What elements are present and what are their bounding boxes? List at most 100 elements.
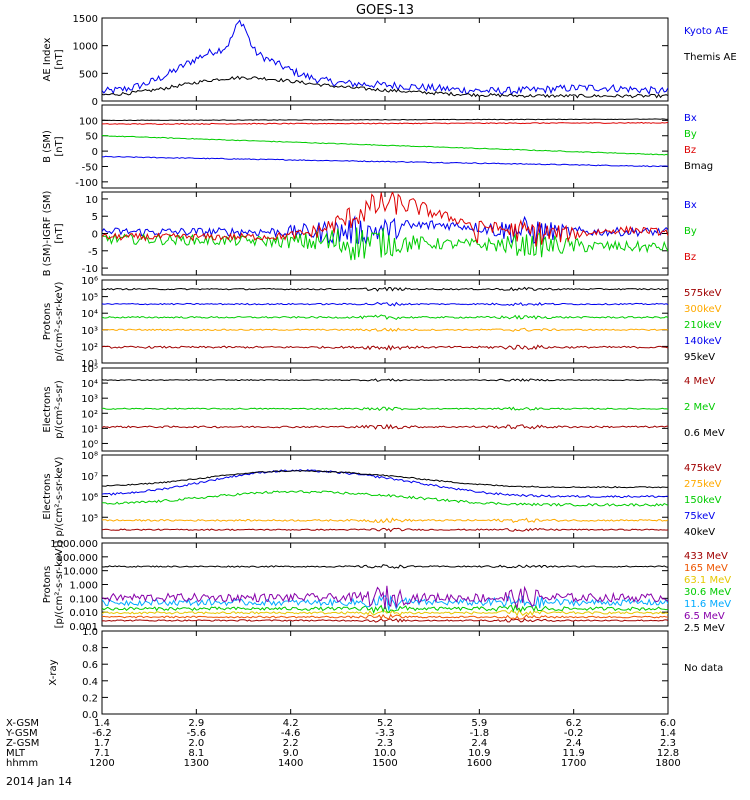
series-line-11.6-mev <box>102 594 668 611</box>
y-axis-label: X-ray <box>48 659 59 685</box>
x-row-value: 10.0 <box>374 748 396 759</box>
y-tick-label: 0.001 <box>69 622 98 633</box>
plot-title: GOES-13 <box>356 3 414 18</box>
x-row-value: 2.4 <box>471 738 487 749</box>
series-line-bx <box>102 215 668 245</box>
y-tick-label: 10⁵ <box>81 293 98 304</box>
legend-entry: 63.1 MeV <box>684 575 731 586</box>
legend-entry: 475keV <box>684 463 722 474</box>
panel-7: 1000.000 100.000 10.000 1.000 0.100 0.010 0.00… <box>42 539 731 634</box>
series-line-275kev <box>102 517 668 524</box>
series-line-bz <box>102 192 668 247</box>
legend-entry: 6.5 MeV <box>684 611 725 622</box>
y-axis-label: B (SM) <box>42 130 53 163</box>
legend-entry: 4 MeV <box>684 376 715 387</box>
y-axis-label: [nT] <box>54 223 65 243</box>
x-row-value: 8.1 <box>188 748 204 759</box>
y-tick-label: 0 <box>92 147 98 158</box>
y-tick-label: 500 <box>79 69 98 80</box>
x-row-value: 6.2 <box>566 718 582 729</box>
y-axis-label: Electrons <box>42 473 53 519</box>
y-tick-label: 10.000 <box>63 567 98 578</box>
series-line-0.6-mev <box>102 378 668 382</box>
legend-entry: 433 MeV <box>684 551 728 562</box>
x-axis-table: X-GSM 1.4 2.9 4.2 5.2 5.9 6.2 6.0 Y-GSM -6.2 -5.6 -… <box>5 718 681 769</box>
x-row-value: 5.2 <box>377 718 393 729</box>
x-row-value: 9.0 <box>283 748 299 759</box>
y-tick-label: 10¹ <box>81 424 98 435</box>
y-tick-label: 100.000 <box>57 553 98 564</box>
legend-entry: Bmag <box>684 161 713 172</box>
y-tick-label: 10³ <box>81 394 98 405</box>
series-line-75kev <box>102 469 668 498</box>
legend-entry: Bx <box>684 200 697 211</box>
legend-entry: 2.5 MeV <box>684 623 725 634</box>
panel-frame <box>101 279 669 364</box>
series-line-165-mev <box>102 613 668 620</box>
y-tick-label: 1000 <box>73 42 98 53</box>
y-tick-label: 10³ <box>81 326 98 337</box>
y-tick-label: 0 <box>92 97 98 108</box>
y-tick-label: 10⁵ <box>81 364 98 375</box>
series-line-475kev <box>102 527 668 533</box>
legend-entry: Themis AE <box>683 52 737 63</box>
x-row-value: 2.3 <box>660 738 676 749</box>
series-line-themis-ae <box>102 75 668 99</box>
y-tick-label: -100 <box>75 178 98 189</box>
x-row-value: 2.4 <box>566 738 582 749</box>
y-tick-label: 10⁶ <box>81 276 98 287</box>
series-line-bx <box>102 155 668 168</box>
x-row-name: X-GSM <box>6 718 39 729</box>
legend-entry: 140keV <box>684 336 722 347</box>
legend-entry: 40keV <box>684 527 715 538</box>
legend-entry: 210keV <box>684 320 722 331</box>
y-axis-label: p/(cm²-s-sr-keV) <box>54 281 65 361</box>
y-tick-label: 0.010 <box>69 608 98 619</box>
x-row-value: 1.4 <box>94 718 110 729</box>
y-axis-label: [p/(cm²-s-sr-keV)] <box>54 541 65 629</box>
x-row-value: 2.0 <box>188 738 204 749</box>
series-line-95kev <box>102 286 668 292</box>
y-tick-label: 10⁷ <box>81 472 98 483</box>
legend-entry: Kyoto AE <box>684 26 728 37</box>
x-row-value: 1800 <box>655 758 680 769</box>
x-row-value: 1.7 <box>94 738 110 749</box>
x-row-name: MLT <box>6 748 26 759</box>
legend-entry: 575keV <box>684 288 722 299</box>
series-line-140kev <box>102 301 668 307</box>
x-row-value: 1400 <box>278 758 303 769</box>
x-row-value: 12.8 <box>657 748 679 759</box>
x-row-value: 1.4 <box>660 728 676 739</box>
series-line-575kev <box>102 344 668 351</box>
x-row-value: 5.9 <box>471 718 487 729</box>
y-axis-label: AE Index <box>42 37 53 81</box>
y-tick-label: 10⁶ <box>81 493 98 504</box>
x-row-value: -1.8 <box>470 728 490 739</box>
y-tick-label: 0.4 <box>82 677 98 688</box>
y-axis-label: Protons <box>42 566 53 603</box>
legend-entry: 165 MeV <box>684 563 728 574</box>
x-row-value: 4.2 <box>283 718 299 729</box>
date-label: 2014 Jan 14 <box>6 775 72 788</box>
series-line-by <box>102 227 668 261</box>
x-row-name: Z-GSM <box>6 738 39 749</box>
panel-4: 10⁶ 10⁵ 10⁴ 10³ 10² 10¹ Protons p/(cm²-s-sr-keV… <box>42 276 722 370</box>
x-row-name: Y-GSM <box>5 728 38 739</box>
x-row-value: 6.0 <box>660 718 676 729</box>
y-tick-label: 0.8 <box>82 644 98 655</box>
y-tick-label: 50 <box>85 132 98 143</box>
legend-entry: 30.6 MeV <box>684 587 731 598</box>
y-axis-label: [nT] <box>54 49 65 69</box>
y-tick-label: 0 <box>92 230 98 241</box>
legend-entry: 95keV <box>684 352 715 363</box>
x-row-value: -6.2 <box>92 728 112 739</box>
series-line-kyoto-ae <box>102 19 668 96</box>
y-axis-label: p/(cm²-s-sr) <box>54 380 65 439</box>
y-tick-label: 10¹ <box>81 359 98 370</box>
x-row-value: 1700 <box>561 758 586 769</box>
y-tick-label: 1.000 <box>69 581 98 592</box>
x-row-name: hhmm <box>6 758 38 769</box>
series-line-4-mev <box>102 423 668 430</box>
x-row-value: -0.2 <box>564 728 584 739</box>
